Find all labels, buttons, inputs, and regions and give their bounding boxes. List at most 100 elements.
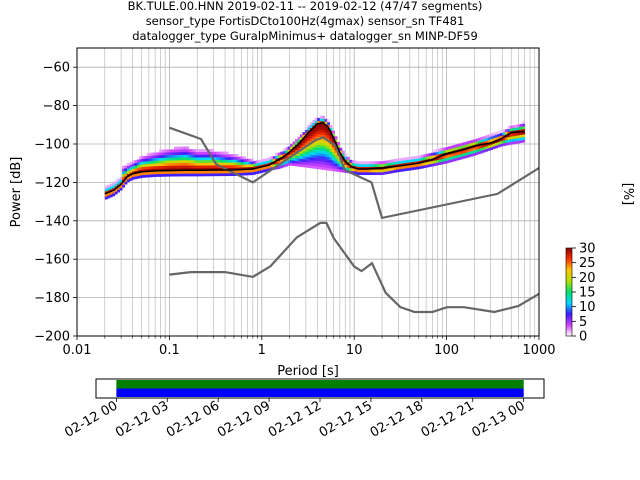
psd-density-cell — [312, 146, 316, 150]
psd-density-cell — [277, 165, 281, 169]
psd-density-cell — [238, 161, 242, 165]
psd-density-cell — [159, 152, 163, 156]
psd-density-cell — [134, 170, 138, 174]
psd-density-cell — [186, 162, 190, 166]
psd-density-cell — [514, 140, 518, 144]
psd-density-cell — [260, 159, 264, 163]
timeline-tick-label: 02-12 21 — [419, 398, 477, 440]
psd-density-cell — [322, 129, 326, 133]
psd-density-cell — [327, 162, 330, 166]
psd-density-cell — [416, 161, 419, 165]
psd-density-cell — [309, 135, 313, 139]
psd-density-cell — [215, 165, 219, 169]
psd-density-cell — [230, 173, 234, 176]
psd-density-cell — [482, 141, 486, 145]
psd-density-cell — [351, 168, 355, 172]
psd-density-cell — [458, 143, 461, 147]
psd-density-cell — [213, 157, 217, 161]
psd-density-cell — [151, 163, 155, 167]
psd-density-cell — [495, 139, 498, 143]
title-block: BK.TULE.00.HNN 2019-02-11 -- 2019-02-12 … — [128, 0, 483, 43]
psd-density-cell — [406, 167, 409, 171]
psd-density-cell — [327, 159, 330, 163]
psd-density-cell — [139, 172, 143, 176]
psd-density-cell — [292, 144, 296, 148]
psd-density-cell — [401, 160, 405, 164]
psd-density-cell — [307, 132, 311, 136]
psd-density-cell — [220, 151, 224, 155]
psd-density-cell — [134, 162, 138, 166]
psd-density-cell — [443, 155, 447, 159]
psd-density-cell — [440, 161, 444, 165]
psd-density-cell — [240, 156, 244, 160]
psd-density-cell — [299, 153, 303, 157]
psd-density-cell — [499, 143, 503, 147]
psd-density-cell — [230, 162, 234, 166]
psd-density-cell — [517, 124, 521, 128]
y-tick-label: −200 — [34, 330, 70, 345]
psd-density-cell — [324, 121, 328, 125]
psd-density-cell — [398, 166, 402, 170]
psd-density-cell — [191, 173, 195, 177]
psd-density-cell — [230, 156, 234, 160]
psd-density-cell — [376, 172, 380, 176]
psd-density-cell — [156, 163, 160, 167]
psd-density-cell — [299, 158, 303, 162]
psd-density-cell — [502, 137, 506, 141]
psd-density-cell — [309, 165, 313, 169]
psd-density-cell — [188, 165, 192, 169]
colorbar-tick-label: 5 — [579, 315, 587, 330]
psd-density-cell — [260, 169, 264, 173]
psd-density-cell — [438, 159, 442, 163]
psd-density-cell — [356, 172, 360, 176]
psd-density-cell — [445, 157, 449, 161]
psd-density-cell — [297, 144, 301, 148]
psd-density-cell — [297, 136, 301, 140]
psd-density-cell — [104, 185, 108, 189]
psd-density-cell — [411, 164, 414, 168]
psd-density-cell — [218, 162, 222, 166]
psd-density-cell — [156, 155, 160, 159]
psd-density-cell — [319, 128, 323, 132]
psd-density-cell — [178, 151, 182, 155]
psd-density-cell — [114, 183, 118, 187]
psd-density-cell — [509, 141, 513, 145]
psd-density-cell — [124, 173, 128, 177]
psd-density-cell — [198, 165, 202, 169]
psd-density-cell — [169, 173, 172, 177]
psd-density-cell — [218, 173, 222, 177]
psd-density-cell — [173, 154, 177, 158]
psd-density-cell — [336, 144, 340, 148]
psd-density-cell — [495, 131, 498, 135]
psd-density-cell — [329, 135, 333, 139]
psd-density-cell — [378, 169, 382, 173]
psd-density-cell — [317, 160, 321, 164]
psd-density-cell — [361, 161, 365, 165]
psd-density-cell — [467, 140, 471, 144]
psd-density-cell — [388, 159, 392, 163]
psd-density-cell — [257, 167, 261, 171]
psd-density-cell — [151, 160, 155, 164]
psd-density-cell — [196, 157, 200, 161]
psd-density-cell — [329, 127, 333, 131]
psd-density-cell — [228, 156, 232, 160]
psd-density-cell — [317, 163, 321, 167]
psd-density-cell — [225, 151, 229, 155]
psd-density-cell — [233, 167, 237, 171]
psd-density-cell — [265, 166, 269, 170]
psd-density-cell — [336, 158, 340, 162]
psd-density-cell — [470, 142, 474, 146]
psd-density-cell — [151, 171, 155, 175]
psd-density-cell — [193, 165, 197, 169]
psd-density-cell — [319, 115, 323, 119]
psd-density-cell — [223, 173, 227, 177]
psd-density-cell — [349, 159, 353, 163]
psd-density-cell — [336, 155, 340, 159]
psd-density-cell — [122, 181, 125, 185]
psd-density-cell — [332, 149, 335, 153]
psd-density-cell — [341, 150, 345, 154]
psd-density-cell — [480, 136, 484, 140]
psd-density-cell — [218, 159, 222, 163]
